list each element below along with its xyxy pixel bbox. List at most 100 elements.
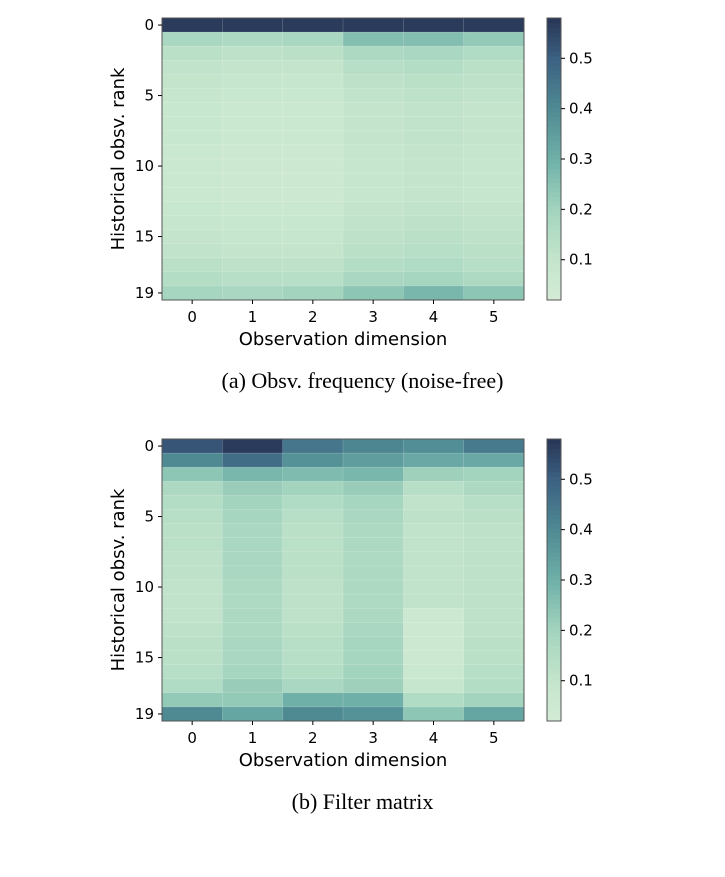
colorbar-segment — [547, 107, 561, 113]
heatmap-cell — [342, 130, 404, 146]
colorbar-segment — [547, 580, 561, 586]
heatmap-cell — [342, 102, 404, 118]
heatmap-cell — [342, 186, 404, 202]
colorbar-segment — [547, 551, 561, 557]
x-tick-label: 1 — [248, 308, 258, 326]
heatmap-cell — [403, 116, 465, 132]
colorbar-segment — [547, 471, 561, 478]
heatmap-cell — [222, 144, 284, 160]
heatmap-cell — [282, 593, 344, 609]
heatmap-cell — [463, 59, 525, 75]
heatmap-cell — [282, 466, 344, 482]
heatmap-cell — [403, 31, 465, 47]
heatmap-cell — [282, 495, 344, 511]
heatmap-cell — [403, 257, 465, 273]
colorbar-segment — [547, 542, 561, 548]
heatmap-cell — [342, 509, 404, 525]
heatmap-cell — [463, 452, 525, 468]
heatmap-cell — [161, 88, 223, 104]
heatmap-cell — [342, 438, 404, 454]
heatmap-cell — [222, 285, 284, 301]
heatmap-cell — [282, 650, 344, 666]
colorbar-segment — [547, 112, 561, 118]
colorbar-segment — [547, 584, 561, 590]
heatmap-cell — [403, 678, 465, 694]
heatmap-cell — [463, 650, 525, 666]
colorbar-segment — [547, 453, 561, 459]
colorbar-segment — [547, 285, 561, 292]
colorbar-segment — [547, 102, 561, 108]
colorbar-segment — [547, 295, 561, 301]
heatmap-cell — [222, 565, 284, 581]
heatmap-cell — [161, 172, 223, 188]
heatmap-cell — [403, 495, 465, 511]
colorbar-segment — [547, 688, 561, 694]
heatmap-cell — [282, 59, 344, 75]
heatmap-cell — [463, 438, 525, 454]
colorbar-segment — [547, 659, 561, 666]
heatmap-cell — [403, 285, 465, 301]
heatmap-cell — [222, 186, 284, 202]
heatmap-cell — [222, 88, 284, 104]
colorbar-segment — [547, 575, 561, 581]
heatmap-cell — [342, 257, 404, 273]
heatmap-cell — [282, 523, 344, 539]
heatmap-cell — [463, 229, 525, 245]
heatmap-cell — [161, 59, 223, 75]
heatmap-cell — [161, 186, 223, 202]
heatmap-cell — [342, 650, 404, 666]
colorbar-segment — [547, 547, 561, 553]
colorbar-segment — [547, 537, 561, 543]
heatmap-cell — [282, 186, 344, 202]
heatmap-cell — [463, 116, 525, 132]
heatmap-cell — [342, 201, 404, 217]
heatmap-cell — [282, 607, 344, 623]
heatmap-cell — [161, 130, 223, 146]
colorbar-segment — [547, 46, 561, 52]
heatmap-cell — [463, 186, 525, 202]
colorbar-segment — [547, 490, 561, 496]
heatmap-cell — [403, 636, 465, 652]
x-tick-label: 0 — [187, 729, 197, 747]
heatmap-cell — [222, 678, 284, 694]
colorbar-segment — [547, 257, 561, 263]
y-axis-label: Historical obsv. rank — [108, 67, 129, 250]
caption-b: (b) Filter matrix — [291, 789, 434, 814]
colorbar-segment — [547, 65, 561, 71]
heatmap-cell — [403, 664, 465, 680]
heatmap-cell — [403, 45, 465, 61]
colorbar-segment — [547, 533, 561, 539]
heatmap-cell — [403, 271, 465, 287]
colorbar-segment — [547, 234, 561, 240]
heatmap-cell — [342, 706, 404, 722]
y-tick-label: 10 — [135, 157, 154, 175]
heatmap-cell — [161, 692, 223, 708]
heatmap-cell — [222, 257, 284, 273]
heatmap-cell — [282, 201, 344, 217]
heatmap-cell — [282, 17, 344, 33]
heatmap-cell — [463, 31, 525, 47]
heatmap-cell — [342, 243, 404, 259]
colorbar-segment — [547, 210, 561, 216]
colorbar-segment — [547, 570, 561, 576]
x-tick-label: 4 — [429, 729, 439, 747]
heatmap-cell — [161, 144, 223, 160]
heatmap-cell — [403, 706, 465, 722]
heatmap-cell — [403, 74, 465, 90]
colorbar-segment — [547, 622, 561, 628]
x-axis-label: Observation dimension — [239, 329, 448, 350]
colorbar-tick-label: 0.3 — [569, 571, 593, 589]
heatmap-cell — [222, 243, 284, 259]
y-tick-label: 0 — [144, 16, 154, 34]
heatmap-cell — [403, 144, 465, 160]
y-tick-label: 5 — [144, 87, 154, 105]
x-tick-label: 3 — [368, 308, 378, 326]
heatmap-cell — [463, 102, 525, 118]
heatmap-cell — [463, 495, 525, 511]
heatmap-cell — [342, 523, 404, 539]
colorbar-segment — [547, 448, 561, 454]
colorbar-segment — [547, 617, 561, 623]
heatmap-cell — [463, 706, 525, 722]
heatmap-cell — [282, 285, 344, 301]
heatmap-cell — [463, 636, 525, 652]
